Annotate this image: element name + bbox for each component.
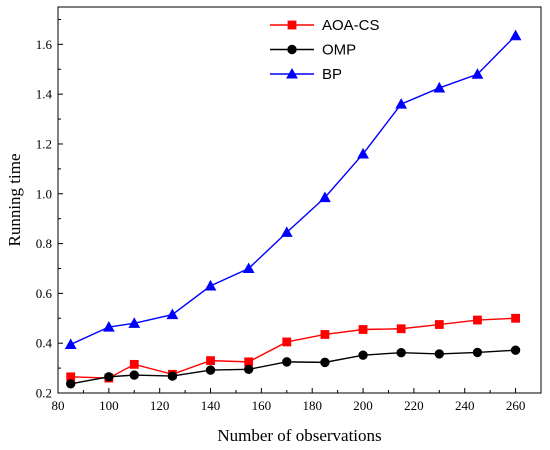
data-point-aoa-cs xyxy=(396,324,406,334)
data-point-aoa-cs xyxy=(129,359,139,369)
data-point-aoa-cs xyxy=(206,356,215,366)
legend-label: AOA-CS xyxy=(322,17,380,34)
data-point-bp xyxy=(280,226,293,237)
data-point-aoa-cs xyxy=(358,325,368,334)
y-tick-label: 0.4 xyxy=(36,336,53,351)
legend-label: OMP xyxy=(322,42,356,59)
series-line-bp xyxy=(70,35,517,346)
data-point-bp xyxy=(64,338,77,349)
x-tick-label: 220 xyxy=(404,398,424,413)
legend-marker-bp xyxy=(286,67,298,79)
data-point-bp xyxy=(433,81,446,93)
data-point-bp xyxy=(357,147,369,159)
legend: AOA-CS OMP BP xyxy=(270,17,380,83)
data-point-bp xyxy=(242,262,255,274)
y-axis-label: Running time xyxy=(5,153,24,246)
data-point-bp xyxy=(395,98,408,109)
data-point-omp xyxy=(66,379,76,389)
data-point-omp xyxy=(243,364,254,375)
data-point-omp xyxy=(282,357,292,367)
y-tick-label: 1.0 xyxy=(36,186,52,201)
data-point-bp xyxy=(319,191,331,203)
x-tick-label: 240 xyxy=(455,398,475,413)
data-point-omp xyxy=(167,371,178,381)
x-tick-label: 80 xyxy=(52,398,65,413)
data-point-omp xyxy=(129,370,139,380)
data-point-bp xyxy=(102,320,115,332)
x-tick-label: 120 xyxy=(150,398,170,413)
legend-marker-omp xyxy=(287,44,297,55)
data-point-bp xyxy=(509,29,522,41)
y-tick-label: 1.4 xyxy=(36,87,53,102)
y-tick-label: 0.6 xyxy=(36,286,53,301)
data-point-aoa-cs xyxy=(434,320,444,329)
data-point-omp xyxy=(434,349,445,359)
legend-item-aoa-cs: AOA-CS xyxy=(270,17,380,34)
data-point-omp xyxy=(358,350,368,360)
plot-frame xyxy=(57,6,542,394)
series-bp xyxy=(64,29,522,349)
legend-label: BP xyxy=(322,66,342,83)
series-layer xyxy=(64,29,522,389)
legend-marker-aoa-cs xyxy=(287,20,297,30)
y-tick-label: 1.6 xyxy=(36,37,53,52)
data-point-bp xyxy=(471,68,484,79)
data-point-omp xyxy=(472,347,483,358)
data-point-omp xyxy=(320,357,330,368)
data-point-aoa-cs xyxy=(473,315,482,325)
series-omp xyxy=(66,345,521,389)
y-tick-label: 1.2 xyxy=(36,136,52,151)
x-tick-label: 260 xyxy=(506,398,526,413)
data-point-omp xyxy=(205,365,216,375)
axis-ticks: 80 100 120 140 160 180 200 220 240 260 0.2 0.4 0.6 0.… xyxy=(36,18,526,413)
legend-item-omp: OMP xyxy=(270,42,356,59)
data-point-omp xyxy=(510,345,521,355)
data-point-omp xyxy=(396,347,406,358)
x-tick-label: 200 xyxy=(353,398,373,413)
data-point-bp xyxy=(166,308,179,320)
x-tick-label: 180 xyxy=(302,398,322,413)
x-tick-label: 100 xyxy=(99,398,119,413)
x-axis-label: Number of observations xyxy=(217,426,381,445)
data-point-aoa-cs xyxy=(511,313,520,323)
data-point-aoa-cs xyxy=(282,337,292,347)
legend-item-bp: BP xyxy=(270,66,342,83)
y-tick-label: 0.2 xyxy=(36,386,52,401)
data-point-aoa-cs xyxy=(320,330,330,339)
x-tick-label: 140 xyxy=(201,398,221,413)
data-point-bp xyxy=(128,317,141,328)
x-tick-label: 160 xyxy=(252,398,272,413)
data-point-bp xyxy=(204,279,217,291)
data-point-omp xyxy=(104,372,114,382)
y-tick-label: 0.8 xyxy=(36,236,52,251)
